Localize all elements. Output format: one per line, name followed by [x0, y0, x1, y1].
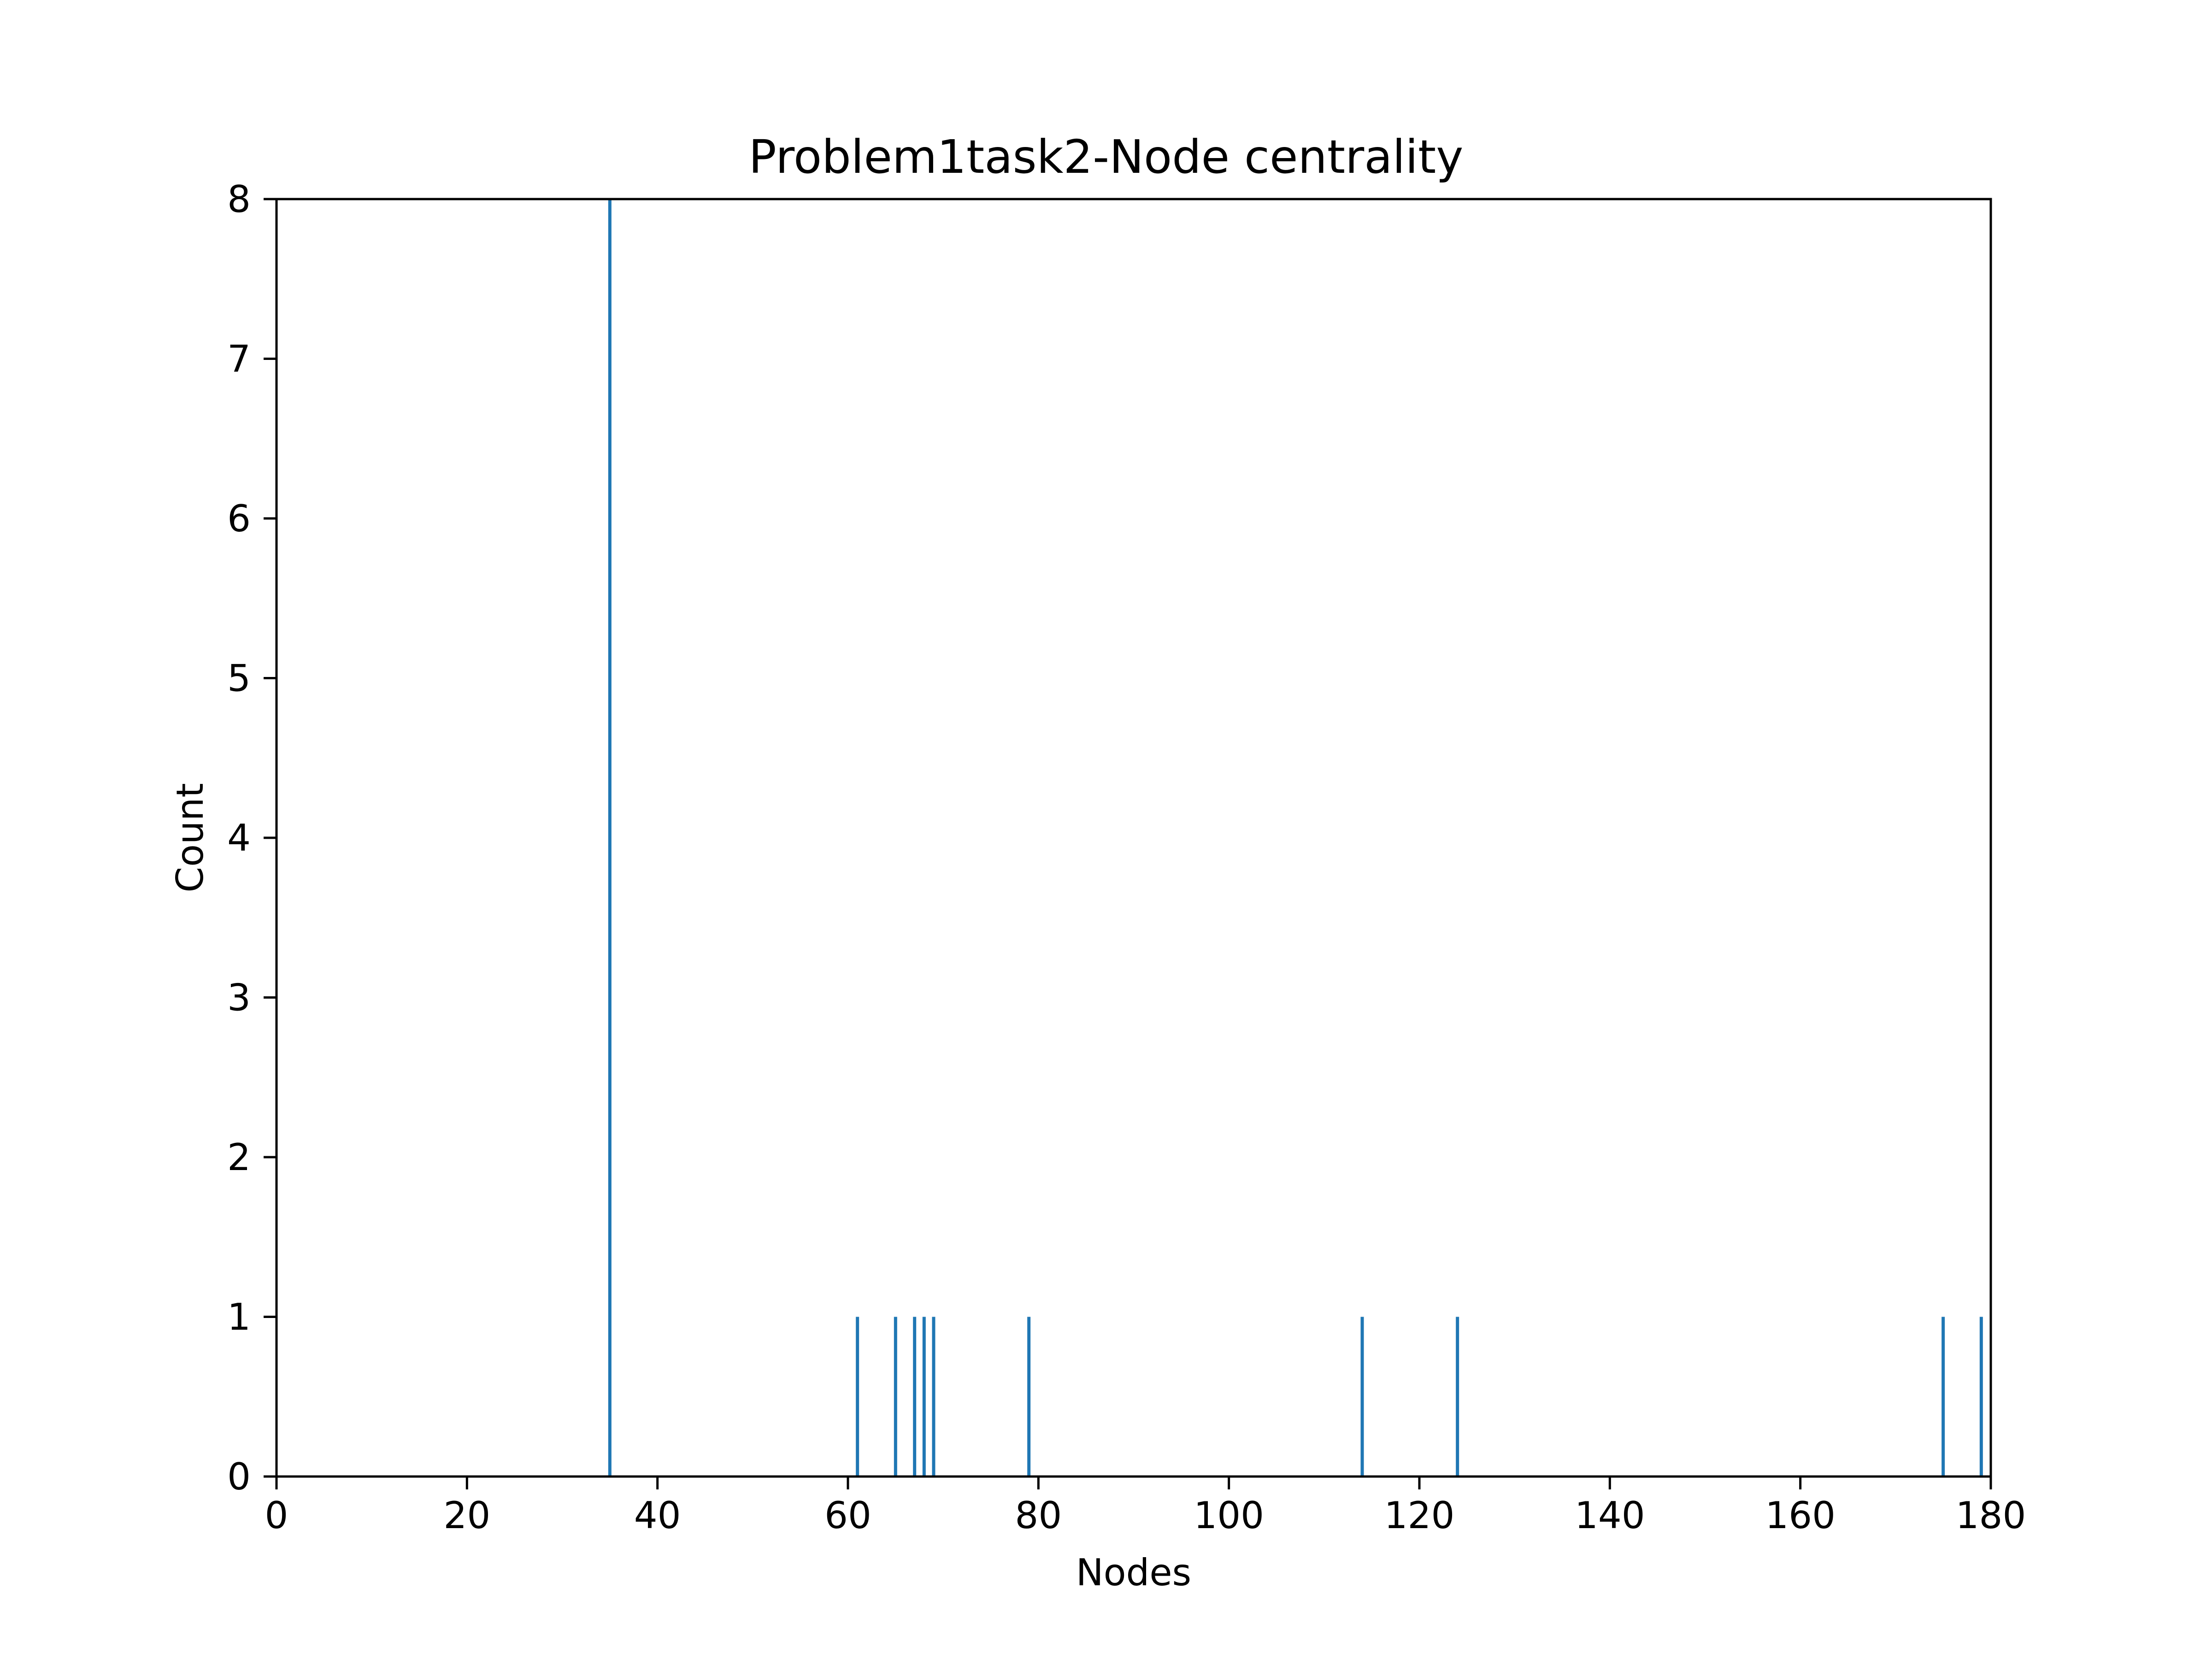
bar: [608, 199, 612, 1477]
bar: [1979, 1317, 1983, 1477]
x-tick-label: 40: [634, 1494, 681, 1537]
y-tick-label: 3: [227, 977, 251, 1019]
x-tick-label: 60: [824, 1494, 871, 1537]
y-axis-ticks: 0 1 2 3 4 5 6 7 8: [227, 178, 276, 1498]
x-tick-label: 20: [443, 1494, 490, 1537]
x-axis-ticks: 0 20 40 60 80 100 120 140 160 180: [265, 1477, 2026, 1537]
y-tick-label: 6: [227, 497, 251, 540]
bar: [1027, 1317, 1031, 1477]
bar: [913, 1317, 917, 1477]
x-tick-label: 160: [1765, 1494, 1835, 1537]
x-tick-label: 180: [1956, 1494, 2026, 1537]
y-tick-label: 1: [227, 1296, 251, 1339]
x-tick-label: 80: [1015, 1494, 1062, 1537]
bar: [894, 1317, 897, 1477]
y-tick-label: 5: [227, 657, 251, 700]
bar: [856, 1317, 859, 1477]
y-tick-label: 2: [227, 1136, 251, 1179]
bar: [1456, 1317, 1459, 1477]
x-tick-label: 140: [1575, 1494, 1645, 1537]
y-tick-label: 0: [227, 1455, 251, 1498]
x-axis-label: Nodes: [1076, 1551, 1191, 1594]
y-tick-label: 4: [227, 817, 251, 859]
bars-group: [608, 199, 1983, 1477]
bar: [922, 1317, 926, 1477]
x-tick-label: 120: [1384, 1494, 1455, 1537]
y-tick-label: 7: [227, 338, 251, 381]
bar: [932, 1317, 935, 1477]
x-tick-label: 0: [265, 1494, 288, 1537]
y-tick-label: 8: [227, 178, 251, 221]
x-tick-label: 100: [1194, 1494, 1264, 1537]
chart-title: Problem1task2-Node centrality: [749, 130, 1464, 184]
bar: [1360, 1317, 1364, 1477]
bar: [1941, 1317, 1945, 1477]
y-axis-label: Count: [169, 783, 212, 893]
